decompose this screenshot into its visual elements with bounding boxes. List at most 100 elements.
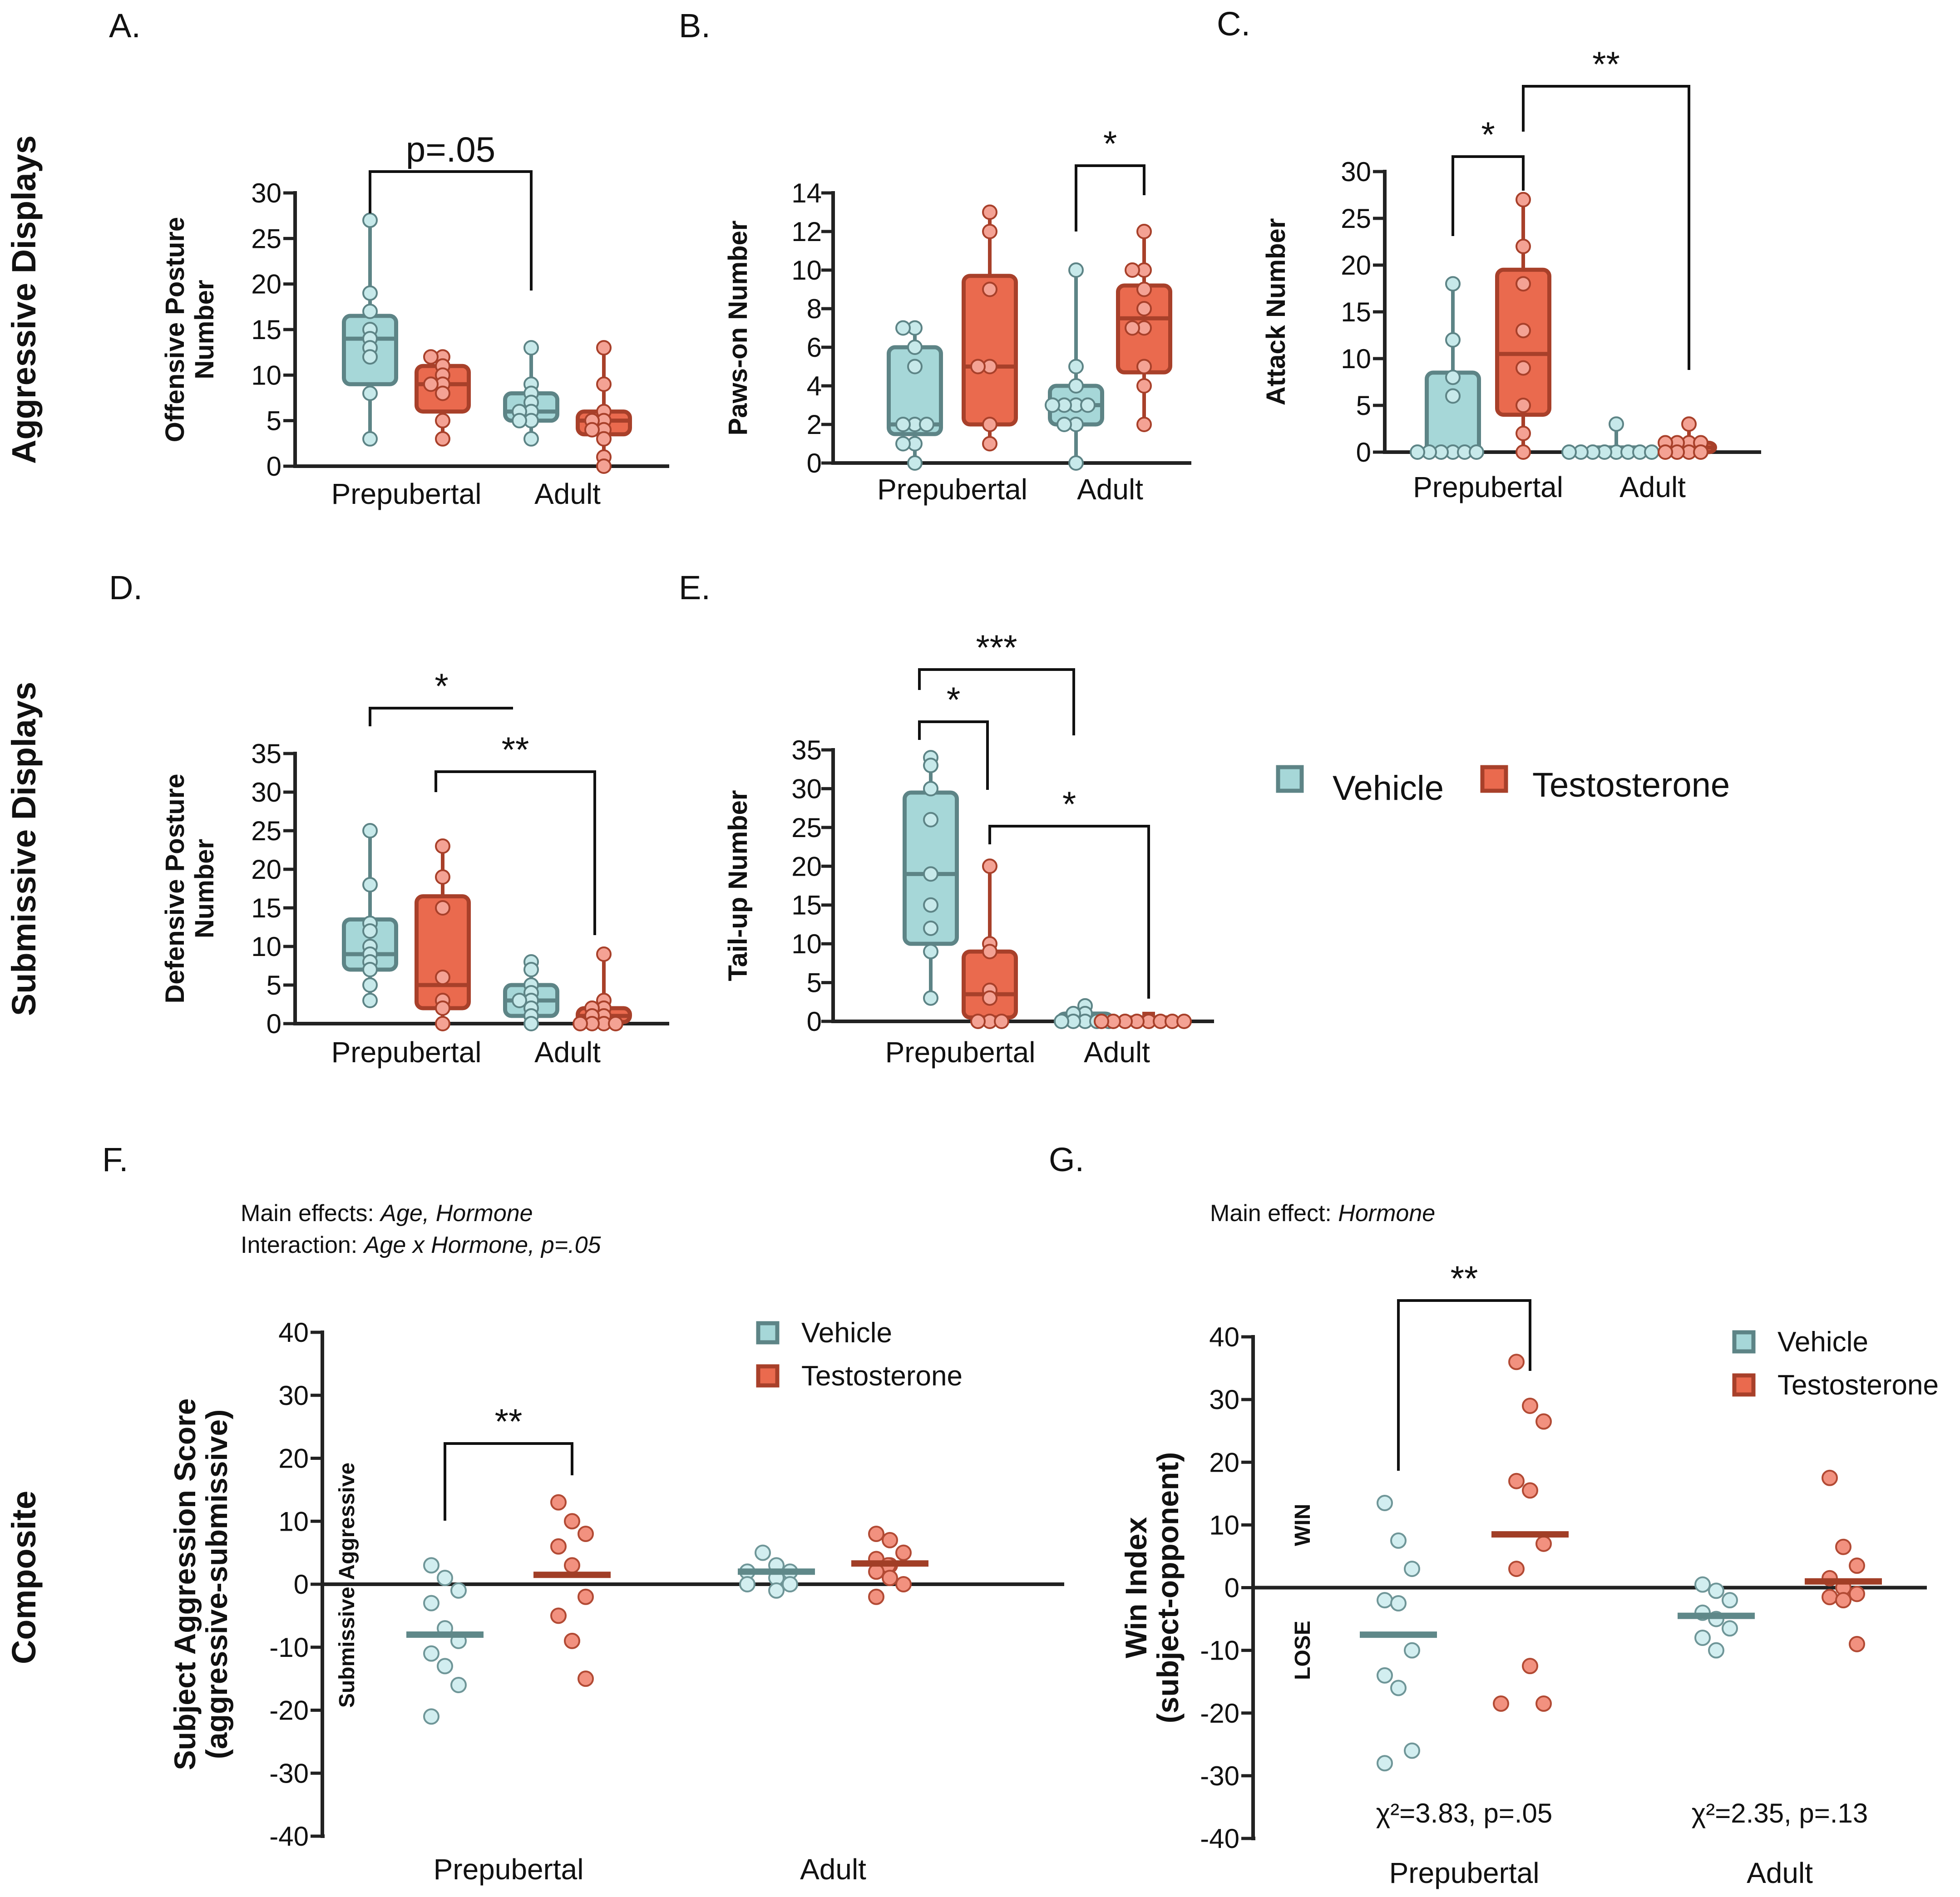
data-point bbox=[362, 303, 378, 319]
sig-c2-bracket bbox=[1522, 85, 1690, 370]
y-tick-label: 10 bbox=[1209, 1510, 1239, 1540]
x-category-label: Prepubertal bbox=[885, 1036, 1036, 1069]
data-point bbox=[755, 1544, 771, 1561]
y-tick-label: 0 bbox=[294, 1569, 309, 1600]
data-point bbox=[1390, 1595, 1407, 1612]
y-axis-label: Number bbox=[190, 839, 219, 938]
data-point bbox=[1057, 417, 1072, 432]
sig-c1-bracket bbox=[1451, 155, 1525, 236]
y-tick-label: 15 bbox=[251, 893, 281, 923]
data-point bbox=[1849, 1636, 1865, 1652]
y-tick-label: 6 bbox=[807, 332, 822, 363]
data-point bbox=[868, 1526, 884, 1542]
data-point bbox=[923, 990, 938, 1006]
y-tick-label: 30 bbox=[1209, 1385, 1239, 1415]
sig-a1-label: p=.05 bbox=[406, 129, 495, 169]
x-category-label: Adult bbox=[1077, 473, 1143, 506]
y-tick-label: 10 bbox=[278, 1506, 309, 1537]
data-point bbox=[1508, 1473, 1525, 1489]
y-tick-label: 20 bbox=[1209, 1447, 1239, 1478]
data-point bbox=[1561, 444, 1577, 460]
y-axis-label: Offensive Posture bbox=[160, 217, 190, 442]
data-point bbox=[1469, 444, 1484, 460]
data-point bbox=[882, 1570, 898, 1587]
sig-a1-bracket bbox=[369, 170, 533, 291]
data-point bbox=[564, 1632, 580, 1649]
data-point bbox=[596, 340, 612, 356]
panel-label: E. bbox=[679, 569, 711, 606]
y-axis-label: Defensive Posture bbox=[160, 774, 190, 1003]
data-point bbox=[450, 1677, 467, 1693]
data-point bbox=[1445, 370, 1461, 385]
data-point bbox=[895, 417, 911, 432]
data-point bbox=[907, 359, 923, 374]
data-point bbox=[1094, 1014, 1109, 1029]
y-axis-label: (aggressive-submissive) bbox=[200, 1409, 233, 1759]
data-point bbox=[550, 1538, 567, 1555]
y-tick-label: 0 bbox=[1224, 1573, 1239, 1603]
x-category-label: Adult bbox=[800, 1853, 866, 1886]
y-tick-label: -20 bbox=[1200, 1698, 1239, 1729]
effect-note-value: Hormone bbox=[1338, 1200, 1435, 1227]
effect-note-label: Main effects: bbox=[241, 1200, 380, 1227]
y-tick-label: 25 bbox=[251, 223, 281, 254]
y-tick-label: 35 bbox=[791, 735, 822, 765]
data-point bbox=[1080, 397, 1096, 413]
data-point bbox=[564, 1513, 580, 1530]
data-point bbox=[895, 436, 911, 452]
data-point bbox=[584, 422, 600, 438]
data-point bbox=[596, 376, 612, 392]
y-tick-label: 10 bbox=[251, 360, 281, 390]
y-tick-label: 30 bbox=[1341, 157, 1371, 187]
y-tick-label: 5 bbox=[267, 970, 281, 1000]
legend-testosterone-label: Testosterone bbox=[801, 1360, 963, 1392]
sig-e1-bracket bbox=[918, 720, 989, 790]
box bbox=[962, 274, 1018, 427]
x-category-label: Prepubertal bbox=[331, 1036, 482, 1069]
legend-vehicle-label: Vehicle bbox=[1333, 769, 1444, 808]
x-category-label: Prepubertal bbox=[1413, 471, 1563, 503]
y-tick-label: 25 bbox=[791, 813, 822, 843]
data-point bbox=[578, 1526, 594, 1542]
data-point bbox=[1377, 1755, 1393, 1772]
data-point bbox=[1708, 1582, 1724, 1599]
data-point bbox=[868, 1588, 884, 1605]
y-tick-label: 40 bbox=[278, 1317, 309, 1348]
y-tick-label: 10 bbox=[791, 255, 822, 286]
data-point bbox=[435, 1016, 450, 1031]
data-point bbox=[1136, 378, 1152, 394]
panel-a: A. 0 5 10 15 20 25 30 Offensive Posture Number Pre… bbox=[109, 7, 669, 510]
data-point bbox=[895, 1576, 912, 1592]
data-point bbox=[596, 946, 612, 962]
chi-square-stat: χ²=3.83, p=.05 bbox=[1376, 1798, 1552, 1828]
panel-e: E. 0 5 10 15 20 25 30 35 Tail-up Number Prepuberta… bbox=[679, 569, 1214, 1069]
data-point bbox=[1516, 360, 1531, 376]
data-point bbox=[1377, 1592, 1393, 1609]
y-tick-label: 25 bbox=[1341, 203, 1371, 234]
data-point bbox=[523, 340, 539, 356]
data-point bbox=[437, 1570, 453, 1587]
sig-g1-bracket bbox=[1397, 1299, 1531, 1471]
data-point bbox=[923, 812, 938, 828]
data-point bbox=[1835, 1592, 1851, 1609]
data-point bbox=[982, 224, 997, 239]
sig-d2-bracket bbox=[434, 770, 596, 935]
legend-vehicle-label: Vehicle bbox=[1777, 1326, 1868, 1358]
data-point bbox=[450, 1582, 467, 1599]
legend-testosterone-swatch bbox=[1732, 1373, 1756, 1397]
data-point bbox=[1708, 1642, 1724, 1659]
panel-label: A. bbox=[109, 7, 141, 44]
data-point bbox=[1176, 1014, 1192, 1029]
data-point bbox=[362, 212, 378, 228]
data-point bbox=[1054, 1014, 1069, 1029]
data-point bbox=[437, 1658, 453, 1675]
data-point bbox=[1508, 1561, 1525, 1577]
data-point bbox=[512, 413, 527, 429]
y-tick-label: 20 bbox=[278, 1444, 309, 1474]
data-point bbox=[1516, 444, 1531, 460]
data-point bbox=[1125, 262, 1140, 278]
x-category-label: Adult bbox=[534, 1036, 601, 1069]
y-tick-label: 5 bbox=[1356, 390, 1371, 421]
y-tick-label: 0 bbox=[267, 1009, 281, 1039]
y-axis-label: Subject Aggression Score bbox=[168, 1398, 202, 1770]
